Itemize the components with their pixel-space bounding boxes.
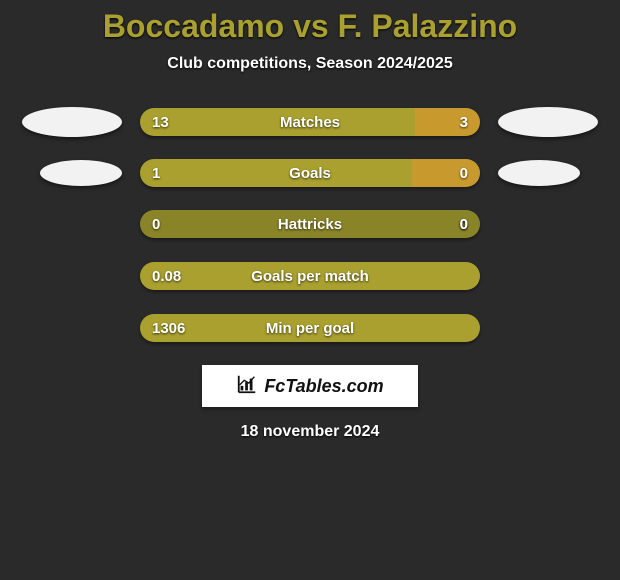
bar-left-segment: 0 <box>140 210 480 238</box>
left-value: 13 <box>152 114 169 131</box>
avatar-spacer <box>22 313 122 343</box>
stat-row: 1306Min per goal <box>0 313 620 343</box>
comparison-infographic: Boccadamo vs F. Palazzino Club competiti… <box>0 0 620 441</box>
left-value: 0 <box>152 216 160 233</box>
subtitle: Club competitions, Season 2024/2025 <box>0 55 620 73</box>
right-value-overlay: 0 <box>460 210 468 238</box>
right-value: 3 <box>460 114 468 131</box>
page-title: Boccadamo vs F. Palazzino <box>0 8 620 45</box>
left-value: 0.08 <box>152 268 181 285</box>
bar-left-segment: 0.08 <box>140 262 480 290</box>
stat-bar: 0.08Goals per match <box>140 262 480 290</box>
player-right-avatar <box>498 160 580 186</box>
right-value: 0 <box>460 216 468 233</box>
avatar-spacer <box>22 261 122 291</box>
bar-left-segment: 1 <box>140 159 412 187</box>
player-left-avatar <box>22 107 122 137</box>
stat-bar: 10Goals <box>140 159 480 187</box>
stat-row: 133Matches <box>0 107 620 137</box>
stat-bar: 1306Min per goal <box>140 314 480 342</box>
left-value: 1306 <box>152 320 185 337</box>
stat-bar: 000Hattricks <box>140 210 480 238</box>
avatar-spacer <box>498 261 598 291</box>
bar-right-segment: 0 <box>412 159 480 187</box>
chart-icon <box>236 373 258 400</box>
bar-left-segment: 1306 <box>140 314 480 342</box>
stat-rows: 133Matches10Goals000Hattricks0.08Goals p… <box>0 107 620 343</box>
stat-row: 10Goals <box>0 159 620 187</box>
left-value: 1 <box>152 165 160 182</box>
logo-text: FcTables.com <box>264 376 383 397</box>
right-value: 0 <box>460 165 468 182</box>
avatar-spacer <box>22 209 122 239</box>
bar-left-segment: 13 <box>140 108 415 136</box>
bar-right-segment: 3 <box>415 108 480 136</box>
avatar-spacer <box>498 209 598 239</box>
player-left-avatar <box>40 160 122 186</box>
date-text: 18 november 2024 <box>0 423 620 441</box>
stat-row: 000Hattricks <box>0 209 620 239</box>
player-right-avatar <box>498 107 598 137</box>
avatar-spacer <box>498 313 598 343</box>
stat-row: 0.08Goals per match <box>0 261 620 291</box>
stat-bar: 133Matches <box>140 108 480 136</box>
source-logo: FcTables.com <box>202 365 418 407</box>
